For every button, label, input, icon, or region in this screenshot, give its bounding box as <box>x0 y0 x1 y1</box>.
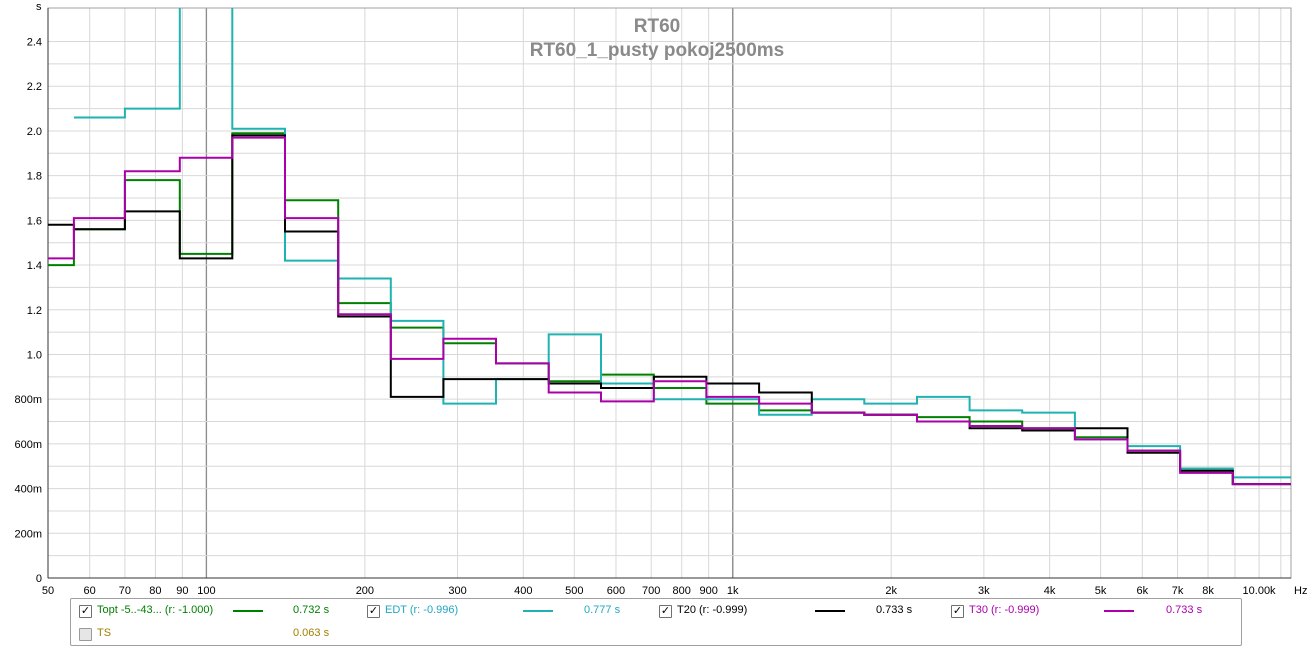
x-tick-label: 700 <box>642 585 660 597</box>
y-tick-label: 1.8 <box>27 171 42 183</box>
y-tick-label: 1.6 <box>27 215 42 227</box>
legend-label: EDT (r: -0.996) <box>385 604 459 616</box>
tick-labels: 50 60 70 80 90 100 200 300 400 500 600 700 800 900 1k 2… <box>14 37 1276 597</box>
x-tick-label: 8k <box>1202 585 1214 597</box>
y-tick-label: 2.2 <box>27 81 42 93</box>
legend-checkbox[interactable]: ✓ <box>367 605 380 618</box>
y-tick-label: 1.4 <box>27 260 42 272</box>
legend-swatch <box>523 610 553 612</box>
x-tick-label: 90 <box>176 585 188 597</box>
legend-swatch <box>815 610 845 612</box>
y-unit-label: s <box>36 1 42 13</box>
rt60-chart: 50 60 70 80 90 100 200 300 400 500 600 700 800 900 1k 2… <box>14 1 1307 597</box>
x-tick-label: 4k <box>1044 585 1056 597</box>
legend-label: TS <box>97 627 112 639</box>
x-tick-label: 400 <box>514 585 532 597</box>
x-tick-label: 7k <box>1172 585 1184 597</box>
series-line-4 <box>48 136 1291 486</box>
legend: ✓ Topt -5..-43... (r: -1.000) 0.732 s ✓ EDT … <box>70 598 1242 646</box>
plot-frame <box>47 7 1292 579</box>
x-tick-label: 70 <box>119 585 131 597</box>
x-tick-label: 6k <box>1136 585 1148 597</box>
x-tick-label: 3k <box>978 585 990 597</box>
x-unit-label: Hz <box>1294 585 1307 597</box>
legend-value: 0.063 s <box>293 627 330 639</box>
legend-value: 0.777 s <box>584 604 621 616</box>
x-tick-label: 60 <box>84 585 96 597</box>
chart-title: RT60 <box>634 16 680 37</box>
y-tick-label: 2.4 <box>27 37 42 49</box>
y-tick-label: 2.0 <box>27 126 42 138</box>
legend-label: T20 (r: -0.999) <box>677 604 748 616</box>
x-tick-label: 800 <box>673 585 691 597</box>
y-tick-label: 600m <box>14 439 42 451</box>
series-group <box>48 8 1291 486</box>
legend-value: 0.733 s <box>1166 604 1203 616</box>
y-tick-label: 1.0 <box>27 349 42 361</box>
x-tick-label: 1k <box>727 585 739 597</box>
legend-value: 0.733 s <box>876 604 913 616</box>
y-tick-label: 200m <box>14 528 42 540</box>
legend-checkbox[interactable]: ✓ <box>659 605 672 618</box>
legend-checkbox[interactable] <box>79 628 92 641</box>
x-tick-label: 10.00k <box>1243 585 1277 597</box>
legend-value: 0.732 s <box>293 604 330 616</box>
x-tick-label: 300 <box>448 585 466 597</box>
x-tick-label: 5k <box>1095 585 1107 597</box>
legend-checkbox[interactable]: ✓ <box>951 605 964 618</box>
y-tick-label: 800m <box>14 394 42 406</box>
axes <box>47 7 1292 579</box>
y-tick-label: 400m <box>14 484 42 496</box>
x-tick-label: 900 <box>699 585 717 597</box>
y-tick-label: 0 <box>36 573 42 585</box>
legend-swatch <box>1104 610 1134 612</box>
legend-checkbox[interactable]: ✓ <box>79 605 92 618</box>
grid <box>47 8 1291 579</box>
x-tick-label: 100 <box>197 585 215 597</box>
series-line-2 <box>73 8 1291 479</box>
x-tick-label: 500 <box>565 585 583 597</box>
legend-label: Topt -5..-43... (r: -1.000) <box>97 604 214 616</box>
x-tick-label: 80 <box>149 585 161 597</box>
series-line-1 <box>48 132 1291 486</box>
x-tick-label: 50 <box>42 585 54 597</box>
x-tick-label: 2k <box>885 585 897 597</box>
chart-subtitle: RT60_1_pusty pokoj2500ms <box>530 40 785 61</box>
x-tick-label: 600 <box>607 585 625 597</box>
x-tick-label: 200 <box>356 585 374 597</box>
legend-swatch <box>233 610 263 612</box>
y-tick-label: 1.2 <box>27 305 42 317</box>
legend-label: T30 (r: -0.999) <box>969 604 1040 616</box>
